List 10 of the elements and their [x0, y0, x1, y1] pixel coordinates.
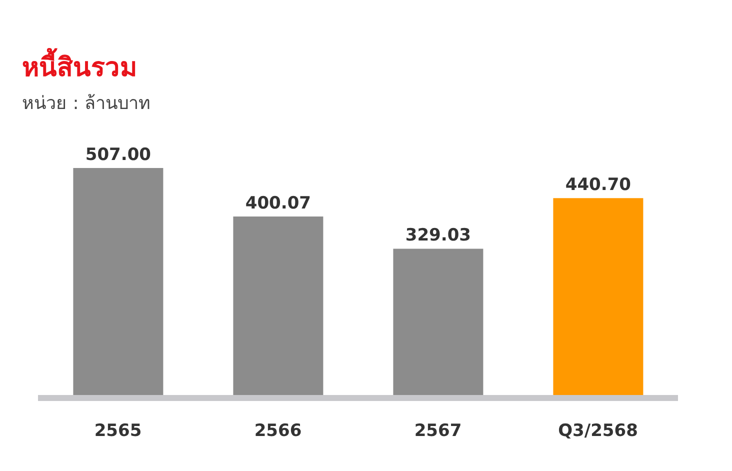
data-label: 507.00	[85, 145, 152, 165]
x-tick-label: Q3/2568	[558, 421, 638, 442]
x-tick-label: 2567	[414, 421, 462, 442]
x-tick-label: 2566	[254, 421, 302, 442]
chart-title: หนี้สินรวม	[22, 47, 137, 85]
data-label: 329.03	[405, 226, 472, 246]
chart-subtitle: หน่วย : ล้านบาท	[22, 92, 151, 116]
data-label: 440.70	[565, 175, 632, 196]
data-label: 400.07	[245, 194, 312, 214]
x-tick-label: 2565	[94, 421, 142, 442]
